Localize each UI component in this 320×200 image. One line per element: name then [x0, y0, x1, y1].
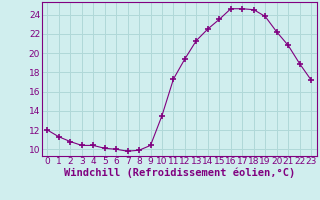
- X-axis label: Windchill (Refroidissement éolien,°C): Windchill (Refroidissement éolien,°C): [64, 168, 295, 178]
